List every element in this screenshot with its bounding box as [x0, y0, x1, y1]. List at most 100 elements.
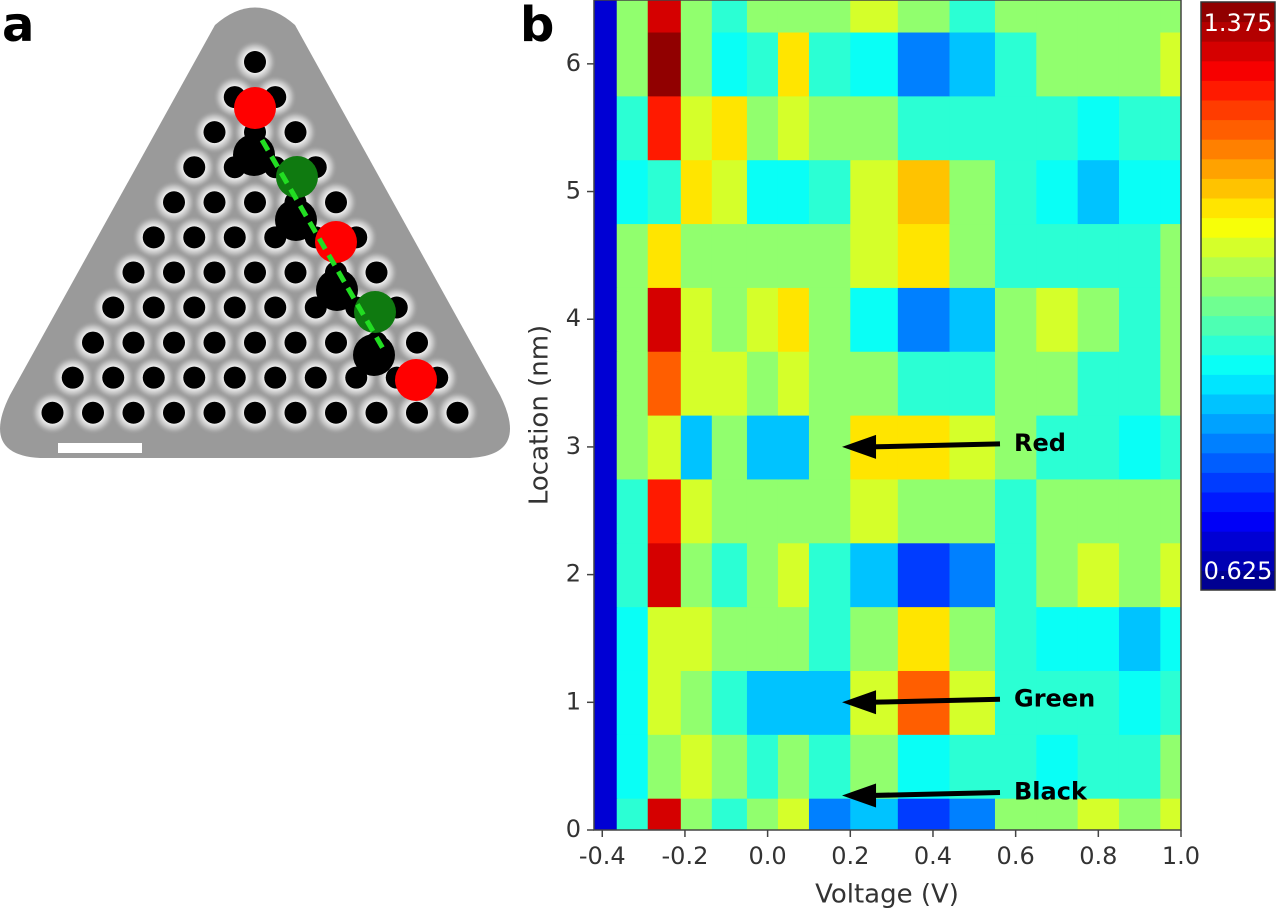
heatmap-cell	[746, 287, 779, 352]
heatmap-cell	[1077, 223, 1120, 288]
site	[316, 269, 358, 311]
heatmap-cell	[680, 0, 713, 33]
hole	[365, 261, 388, 284]
heatmap-cell	[994, 31, 1037, 97]
heatmap-cell	[1077, 734, 1120, 799]
hole	[325, 401, 347, 424]
hole	[244, 51, 266, 73]
heatmap-cell	[746, 95, 779, 161]
heatmap-cell	[949, 159, 996, 225]
heatmap-cell	[746, 670, 779, 735]
heatmap-cell	[1160, 542, 1181, 608]
heatmap-cell	[850, 606, 899, 671]
heatmap-cell	[616, 31, 649, 97]
site	[353, 334, 395, 376]
x-tick-label: -0.2	[662, 842, 709, 870]
heatmap-cell	[746, 734, 779, 799]
heatmap-cell	[711, 95, 748, 161]
heatmap-cell	[746, 351, 779, 416]
heatmap-cell	[1118, 0, 1161, 33]
x-tick-label: 0.0	[749, 842, 787, 870]
colorbar-band	[1201, 492, 1275, 513]
panel-label: b	[520, 0, 554, 53]
colorbar-band	[1201, 158, 1275, 179]
heatmap-cell	[711, 287, 748, 352]
heatmap-cell	[1036, 351, 1079, 416]
heatmap-cell	[1036, 287, 1079, 352]
heatmap-cell	[680, 415, 713, 480]
heatmap-cell	[777, 31, 810, 97]
heatmap-cell	[647, 670, 682, 735]
heatmap-cell	[808, 606, 851, 671]
heatmap-cell	[711, 351, 748, 416]
heatmap-cell	[1036, 670, 1079, 735]
heatmap-cell	[808, 734, 851, 799]
heatmap-cell	[850, 223, 899, 288]
heatmap-cell	[594, 159, 618, 225]
heatmap-cell	[680, 734, 713, 799]
heatmap-cell	[711, 159, 748, 225]
heatmap-cell	[1160, 0, 1181, 33]
heatmap-cell	[594, 415, 618, 480]
hole	[244, 191, 266, 214]
heatmap-cell	[897, 351, 951, 416]
colorbar-band	[1201, 198, 1275, 219]
hole	[325, 331, 347, 354]
heatmap-cell	[994, 95, 1037, 161]
hole	[345, 366, 368, 389]
heatmap-cell	[949, 95, 996, 161]
heatmap-cell	[850, 478, 899, 544]
heatmap-cell	[777, 670, 810, 735]
heatmap-cell	[1160, 159, 1181, 225]
heatmap-cell	[850, 287, 899, 352]
heatmap-cell	[994, 478, 1037, 544]
hole	[223, 366, 246, 389]
heatmap-cell	[680, 542, 713, 608]
heatmap-cell	[897, 287, 951, 352]
y-tick-label: 2	[566, 560, 581, 588]
site	[395, 359, 437, 401]
hole	[223, 226, 246, 249]
heatmap-cell	[808, 223, 851, 288]
heatmap-cell	[777, 415, 810, 480]
heatmap-cell	[647, 798, 682, 830]
heatmap-cell	[1036, 159, 1079, 225]
hole	[82, 401, 104, 424]
heatmap-cell	[1160, 670, 1181, 735]
heatmap-cell	[711, 606, 748, 671]
heatmap-cell	[680, 287, 713, 352]
y-tick-label: 4	[566, 304, 581, 332]
hole	[183, 296, 206, 319]
heatmap-cell	[1036, 606, 1079, 671]
heatmap-cell	[746, 478, 779, 544]
hole	[244, 261, 266, 284]
heatmap-cell	[1077, 478, 1120, 544]
heatmap-cell	[1118, 670, 1161, 735]
site	[276, 156, 318, 198]
site	[233, 134, 275, 176]
heatmap-cell	[777, 159, 810, 225]
heatmap-cell	[850, 0, 899, 33]
heatmap-cell	[1036, 223, 1079, 288]
heatmap-cell	[1077, 351, 1120, 416]
hole	[142, 226, 165, 249]
heatmap-cell	[616, 542, 649, 608]
heatmap-cell	[680, 798, 713, 830]
hole	[61, 366, 84, 389]
heatmap-cell	[711, 223, 748, 288]
heatmap-cell	[777, 351, 810, 416]
heatmap-cell	[1160, 478, 1181, 544]
heatmap	[594, 0, 1181, 830]
heatmap-cell	[746, 159, 779, 225]
hole	[122, 401, 145, 424]
colorbar-min-label: 0.625	[1204, 557, 1273, 585]
heatmap-cell	[1118, 798, 1161, 830]
heatmap-cell	[1077, 159, 1120, 225]
heatmap-cell	[949, 606, 996, 671]
hole	[102, 296, 125, 319]
heatmap-cell	[1118, 159, 1161, 225]
heatmap-cell	[647, 31, 682, 97]
heatmap-cell	[647, 606, 682, 671]
heatmap-cell	[949, 0, 996, 33]
heatmap-cell	[1118, 95, 1161, 161]
